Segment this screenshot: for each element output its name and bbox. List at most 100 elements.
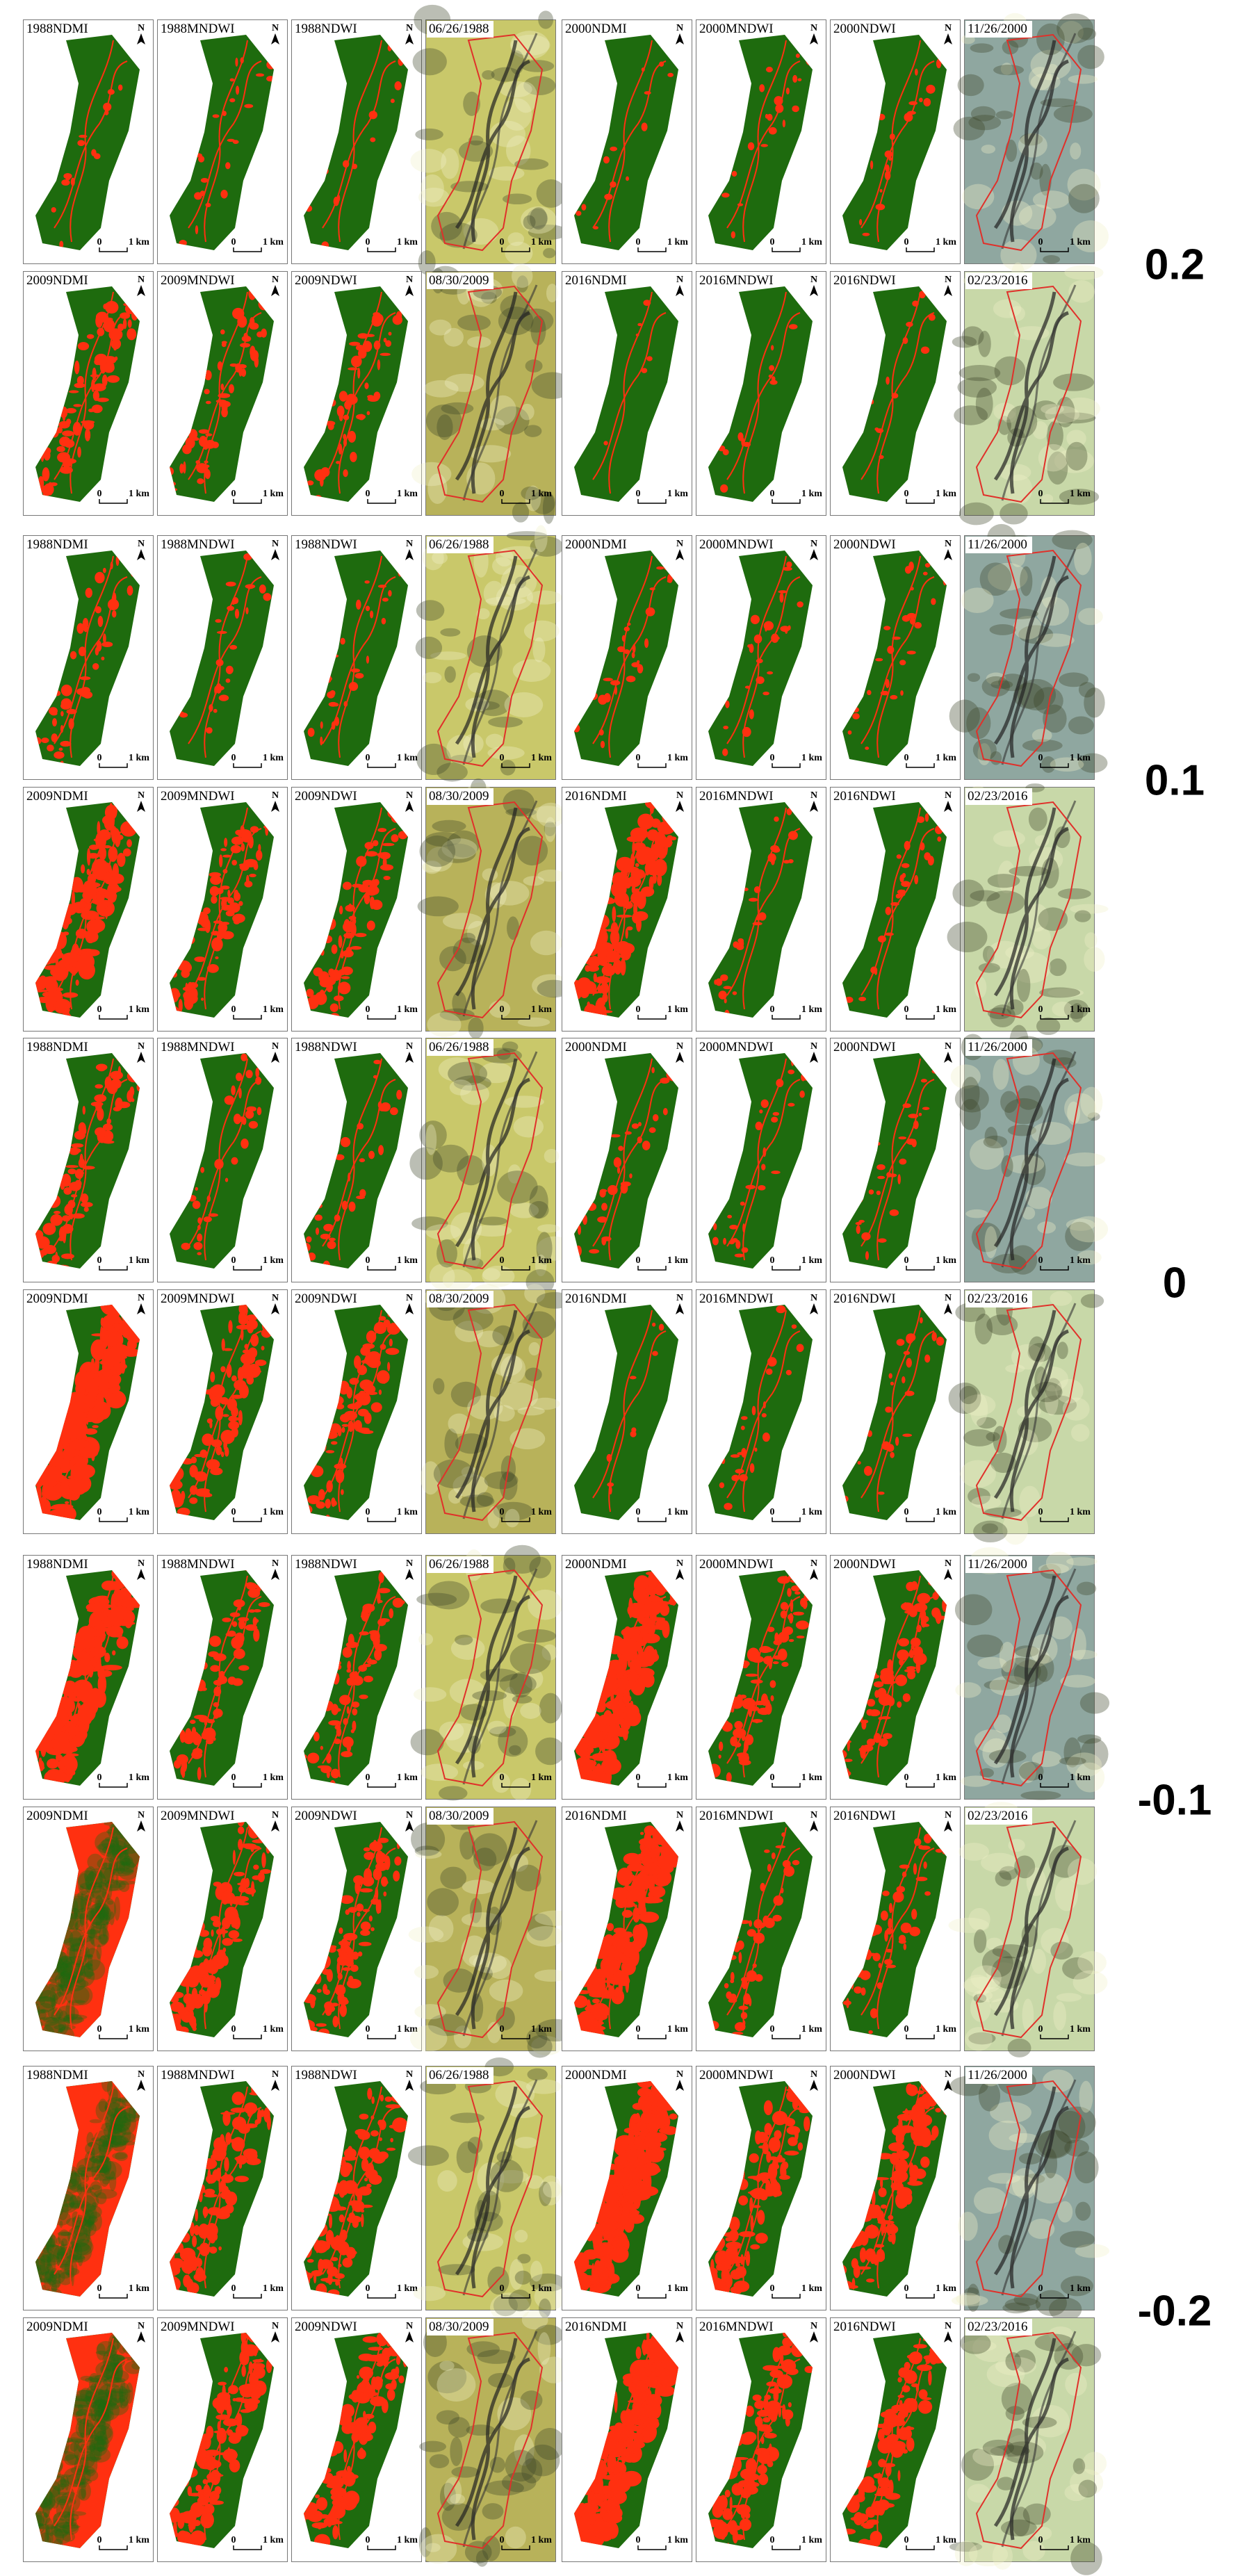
water-patch [327, 2273, 333, 2285]
water-patch [639, 1889, 645, 1898]
channel [54, 1575, 128, 1778]
water-patch [131, 1098, 135, 1102]
water-patch [122, 1332, 134, 1339]
satellite-image [950, 1025, 1109, 1282]
water-patch [67, 1683, 78, 1700]
water-patch [72, 1963, 93, 1967]
water-patch [778, 590, 788, 594]
water-patch [734, 1253, 744, 1257]
water-patch [92, 663, 99, 670]
water-patch [928, 313, 936, 321]
terrain [1022, 1207, 1036, 1220]
terrain [466, 635, 503, 667]
water-patch [747, 142, 755, 151]
terrain [499, 546, 541, 560]
terrain [1000, 238, 1037, 272]
terrain [457, 1155, 486, 1186]
terrain [516, 275, 529, 293]
water-patch [644, 638, 649, 649]
water-patch [183, 2010, 190, 2021]
water-patch [239, 1383, 249, 1399]
water-patch [885, 906, 892, 915]
terrain [1071, 1424, 1090, 1442]
north-arrow [137, 1303, 145, 1314]
water-patch [54, 2024, 76, 2030]
water-patch [258, 844, 261, 852]
terrain [1018, 204, 1057, 230]
terrain [1002, 200, 1033, 226]
water-patch [316, 1501, 325, 1509]
water-patch [54, 1717, 63, 1736]
water-patch [49, 1987, 56, 2007]
terrain [523, 620, 560, 642]
water-patch [222, 1938, 234, 1946]
water-patch [92, 1378, 103, 1381]
terrain [497, 1171, 538, 1204]
water-cover [35, 1053, 140, 1269]
water-patch [368, 1915, 373, 1922]
water-patch [329, 2214, 333, 2228]
label-box [427, 1039, 493, 1056]
terrain [1018, 678, 1057, 711]
water-patch [221, 402, 228, 414]
water-patch [653, 1114, 659, 1122]
water-patch [52, 1007, 66, 1011]
terrain [524, 1284, 546, 1303]
water-patch [782, 120, 785, 128]
water-patch [598, 1714, 612, 1726]
water-patch [123, 1869, 135, 1873]
label-box [427, 272, 493, 289]
north-label: N [138, 23, 145, 33]
panel-label: 1988NDMI [26, 1040, 88, 1054]
water-patch [637, 813, 654, 830]
north-label: N [945, 790, 952, 801]
water-patch [719, 1741, 724, 1752]
water-cover [576, 40, 674, 243]
water-patch [765, 67, 773, 73]
water-patch [915, 1661, 921, 1674]
water-patch [772, 1914, 782, 1922]
channel [592, 1058, 667, 1261]
channel [462, 800, 538, 1017]
scale-unit: 1 km [263, 2024, 284, 2035]
terrain [505, 1508, 520, 1528]
channel [322, 807, 396, 1010]
water-patch [352, 1708, 358, 1715]
scale-unit: 1 km [531, 753, 552, 763]
water-patch [368, 1658, 372, 1664]
water-patch [99, 1305, 121, 1316]
terrain [970, 1138, 1004, 1170]
channel [462, 1051, 538, 1268]
water-patch [89, 1688, 101, 1706]
terrain [441, 838, 478, 859]
water-patch [730, 1736, 738, 1747]
water-patch [395, 2118, 406, 2121]
scale-bar [233, 1517, 262, 1522]
water-patch [652, 860, 667, 868]
terrain [423, 380, 459, 398]
water-patch [98, 1866, 113, 1885]
terrain [482, 1268, 500, 1281]
water-patch [367, 1351, 381, 1361]
water-patch [764, 1849, 770, 1853]
north-label: N [676, 1041, 683, 1052]
channel [54, 555, 128, 758]
water-patch [58, 1955, 73, 1978]
scale-unit: 1 km [667, 2024, 688, 2035]
water-patch [356, 414, 366, 420]
scale-unit: 1 km [1070, 2024, 1091, 2035]
water-patch [92, 383, 106, 391]
water-patch [316, 1989, 322, 1993]
water-patch [105, 904, 108, 920]
water-patch [74, 1919, 89, 1932]
satellite-image [948, 1290, 1104, 1545]
water-patch [87, 1929, 98, 1939]
water-patch [100, 1665, 122, 1671]
water-patch [229, 78, 235, 82]
water-patch [328, 701, 338, 707]
